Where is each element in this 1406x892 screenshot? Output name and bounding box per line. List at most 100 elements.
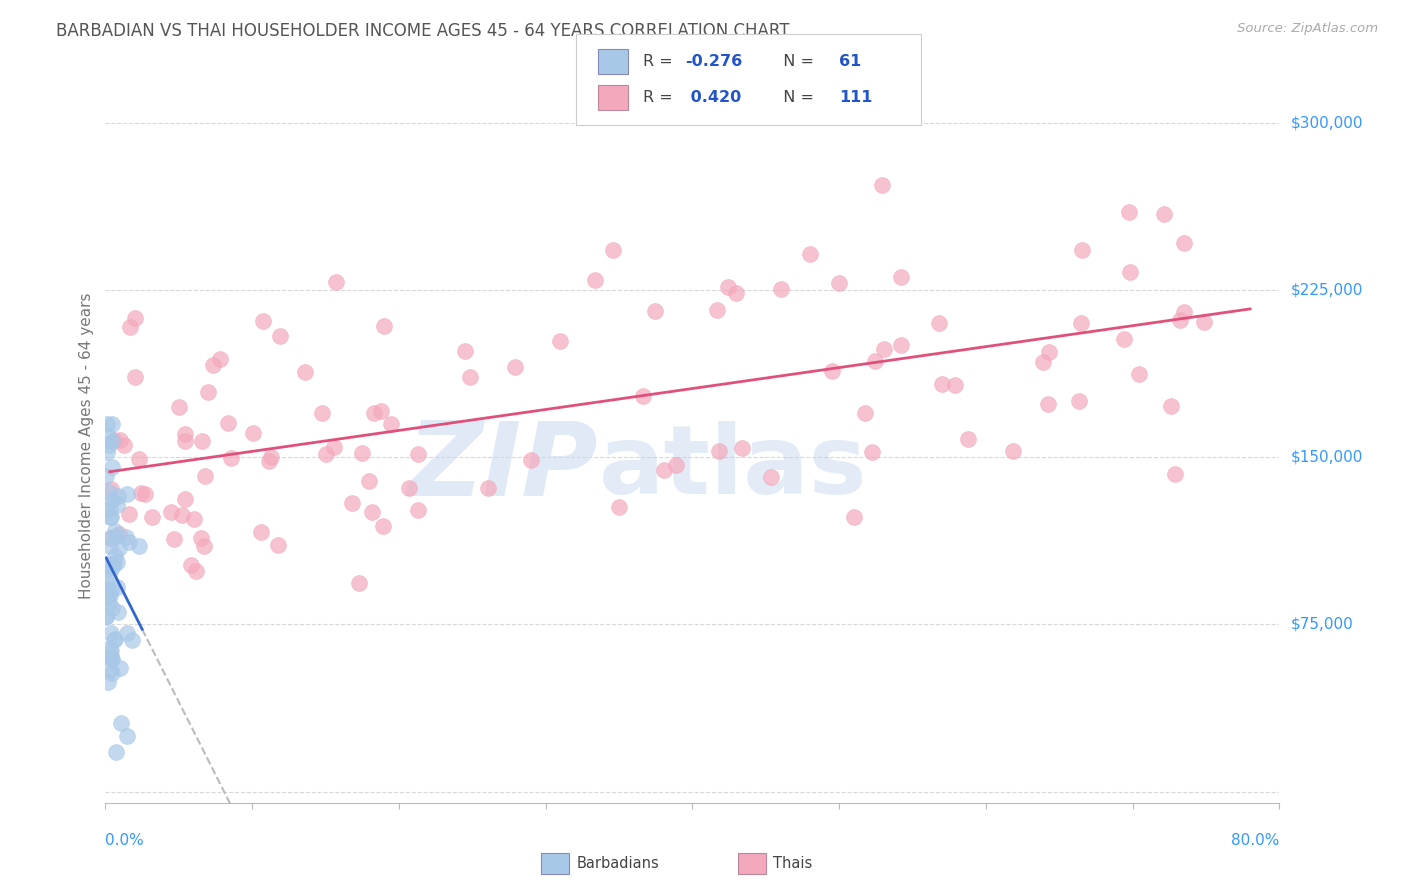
Point bbox=[96, 445, 118, 459]
Point bbox=[631, 389, 654, 403]
Point bbox=[100, 510, 122, 524]
Point bbox=[607, 500, 630, 515]
Text: $225,000: $225,000 bbox=[1291, 283, 1362, 297]
Point bbox=[520, 453, 543, 467]
Point bbox=[890, 269, 912, 284]
Point bbox=[100, 601, 122, 615]
Point bbox=[860, 444, 883, 458]
Point bbox=[347, 576, 370, 591]
Point bbox=[98, 596, 121, 610]
Point bbox=[115, 487, 138, 501]
Point bbox=[105, 580, 128, 594]
Point bbox=[731, 441, 754, 455]
Point bbox=[100, 651, 122, 665]
Point bbox=[359, 474, 381, 488]
Point bbox=[1070, 243, 1092, 257]
Point bbox=[890, 338, 912, 352]
Point bbox=[100, 583, 122, 598]
Point bbox=[162, 532, 184, 546]
Point bbox=[828, 277, 851, 291]
Point bbox=[96, 610, 118, 624]
Point bbox=[101, 459, 124, 474]
Point bbox=[267, 537, 290, 551]
Point bbox=[103, 433, 125, 447]
Point bbox=[97, 485, 120, 500]
Text: 80.0%: 80.0% bbox=[1232, 833, 1279, 848]
Point bbox=[183, 512, 205, 526]
Point bbox=[1119, 265, 1142, 279]
Point bbox=[96, 581, 118, 595]
Point bbox=[110, 715, 132, 730]
Point bbox=[134, 487, 156, 501]
Text: ZIP: ZIP bbox=[408, 417, 599, 518]
Point bbox=[105, 528, 128, 542]
Point bbox=[124, 310, 146, 325]
Point bbox=[1173, 235, 1195, 250]
Point bbox=[250, 525, 273, 540]
Point bbox=[108, 526, 131, 541]
Point bbox=[107, 605, 129, 619]
Point bbox=[101, 666, 124, 681]
Point bbox=[98, 539, 121, 553]
Point bbox=[101, 652, 124, 666]
Text: $300,000: $300,000 bbox=[1291, 115, 1362, 130]
Point bbox=[96, 609, 118, 624]
Point bbox=[1032, 355, 1054, 369]
Point bbox=[1192, 315, 1215, 329]
Point bbox=[1164, 467, 1187, 481]
Point bbox=[1070, 316, 1092, 330]
Point bbox=[160, 505, 183, 519]
Point bbox=[96, 582, 118, 597]
Point bbox=[652, 463, 675, 477]
Text: $150,000: $150,000 bbox=[1291, 450, 1362, 465]
Point bbox=[115, 626, 138, 640]
Point bbox=[1114, 332, 1136, 346]
Point bbox=[100, 625, 122, 640]
Point bbox=[350, 446, 373, 460]
Point bbox=[340, 496, 363, 510]
Point bbox=[98, 588, 121, 602]
Point bbox=[1067, 393, 1090, 408]
Point bbox=[100, 482, 122, 496]
Point bbox=[294, 366, 316, 380]
Point bbox=[1168, 313, 1191, 327]
Point bbox=[180, 558, 202, 572]
Point bbox=[104, 632, 127, 647]
Point bbox=[717, 280, 740, 294]
Point bbox=[108, 660, 131, 674]
Point bbox=[141, 510, 163, 524]
Point bbox=[1118, 204, 1140, 219]
Point bbox=[201, 359, 224, 373]
Point bbox=[96, 417, 118, 431]
Point bbox=[363, 406, 385, 420]
Point bbox=[408, 447, 430, 461]
Point bbox=[218, 416, 240, 430]
Point bbox=[1173, 305, 1195, 319]
Point bbox=[380, 417, 402, 431]
Point bbox=[315, 447, 337, 461]
Point bbox=[107, 489, 129, 503]
Point bbox=[477, 481, 499, 495]
Text: atlas: atlas bbox=[599, 421, 868, 514]
Point bbox=[101, 559, 124, 574]
Point bbox=[100, 531, 122, 545]
Point bbox=[644, 303, 666, 318]
Text: Barbadians: Barbadians bbox=[576, 856, 659, 871]
Point bbox=[260, 450, 283, 465]
Point bbox=[406, 502, 429, 516]
Point bbox=[398, 481, 420, 495]
Point bbox=[1153, 206, 1175, 220]
Point bbox=[98, 500, 121, 515]
Point bbox=[707, 444, 730, 458]
Point bbox=[184, 564, 207, 578]
Point bbox=[97, 560, 120, 574]
Text: 111: 111 bbox=[839, 90, 873, 105]
Point bbox=[1128, 367, 1150, 381]
Point bbox=[100, 644, 122, 658]
Text: 0.420: 0.420 bbox=[685, 90, 741, 105]
Point bbox=[101, 434, 124, 449]
Point bbox=[193, 539, 215, 553]
Point bbox=[98, 663, 121, 677]
Point bbox=[97, 590, 120, 604]
Point bbox=[100, 417, 122, 431]
